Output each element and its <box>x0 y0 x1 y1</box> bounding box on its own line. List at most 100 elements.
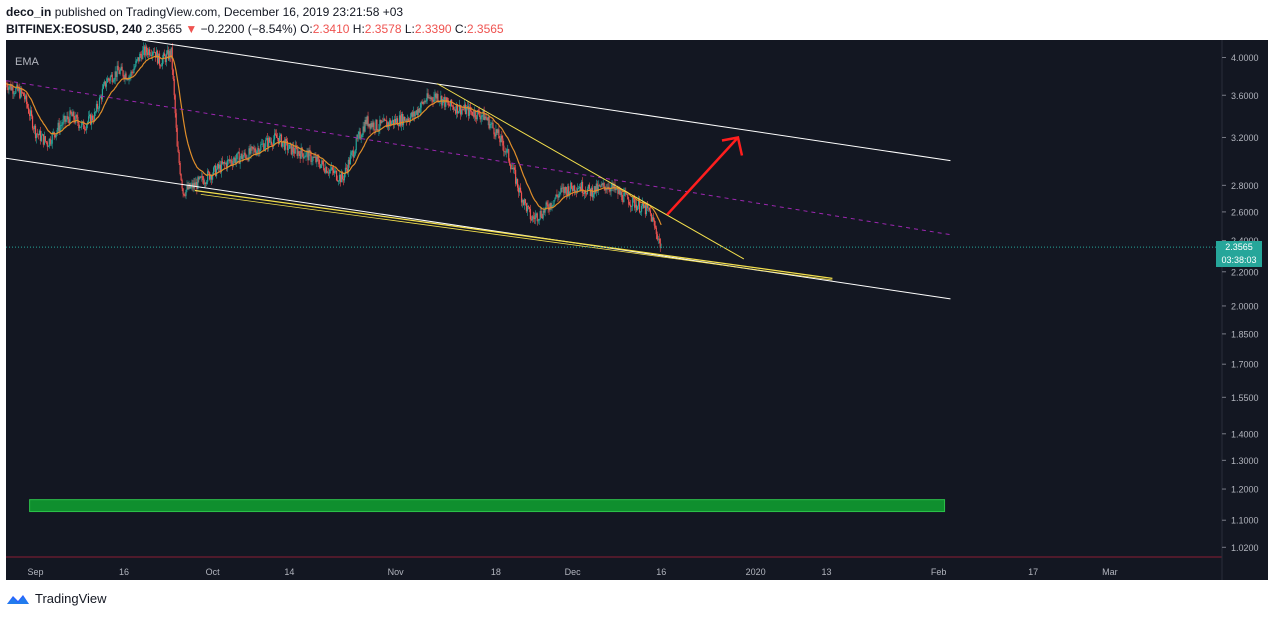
candle-body <box>183 193 185 196</box>
header: deco_in published on TradingView.com, De… <box>0 0 1274 40</box>
candle-body <box>240 153 242 158</box>
candle-body <box>338 174 341 182</box>
support-zone <box>29 499 946 513</box>
candle-body <box>601 184 603 186</box>
author-name[interactable]: deco_in <box>6 5 52 19</box>
candle-body <box>380 119 382 124</box>
candle-body <box>384 118 386 121</box>
candle-body <box>236 152 238 159</box>
candle-body <box>354 149 356 155</box>
candle-body <box>49 138 51 144</box>
candle-body <box>333 170 336 174</box>
candle-body <box>15 87 17 94</box>
candle-body <box>293 152 295 154</box>
candle-body <box>453 106 455 110</box>
candle-body <box>417 108 419 115</box>
candle-body <box>161 58 164 66</box>
candle-body <box>159 65 162 67</box>
candle-body <box>627 194 629 200</box>
candle-body <box>603 183 605 187</box>
candle-body <box>36 133 39 135</box>
candle-body <box>86 124 88 130</box>
candle-body <box>145 46 147 56</box>
candle-body <box>433 97 435 102</box>
candle-body <box>551 205 553 208</box>
candle-body <box>480 116 482 120</box>
candle-body <box>97 108 100 110</box>
candle-body <box>541 216 543 219</box>
candle-body <box>474 110 476 118</box>
candle-body <box>212 174 214 180</box>
candle-body <box>325 167 327 173</box>
candle-body <box>35 133 38 139</box>
candle-body <box>361 134 363 138</box>
candle-body <box>422 102 424 104</box>
candle-body <box>659 239 661 248</box>
candle-body <box>268 137 270 148</box>
candle-body <box>243 152 245 157</box>
candle-body <box>127 79 129 80</box>
candle-body <box>139 53 141 62</box>
candle-body <box>494 134 496 137</box>
candle-body <box>316 156 318 163</box>
candle-body <box>69 110 71 124</box>
candle-body <box>487 116 489 121</box>
candle-body <box>78 122 80 129</box>
ema-line <box>6 55 662 226</box>
candle-body <box>235 158 237 164</box>
candle-body <box>456 104 459 114</box>
candle-body <box>595 183 597 193</box>
candle-body <box>633 196 635 200</box>
candle-body <box>511 168 513 170</box>
candle-body <box>599 185 601 187</box>
candle-body <box>51 133 53 144</box>
candle-body <box>538 218 540 221</box>
candle-body <box>392 119 394 123</box>
candle-body <box>570 182 572 192</box>
candle-body <box>46 142 48 147</box>
candle-body <box>497 129 499 133</box>
candle-body <box>152 51 155 53</box>
candle-body <box>612 183 614 189</box>
candle-body <box>589 188 591 196</box>
price-chart[interactable]: 4.0000 3.6000 3.2000 2.8000 2.6000 2.4000 2.20… <box>6 40 1268 580</box>
y-tick-label: 1.1000 <box>1231 516 1259 526</box>
candle-body <box>598 185 600 186</box>
candle-body <box>177 146 179 153</box>
candle-body <box>412 111 414 117</box>
candle-body <box>418 108 420 113</box>
candle-body <box>111 74 113 83</box>
candle-body <box>518 187 521 193</box>
candle-body <box>148 49 150 55</box>
candle-body <box>549 203 551 211</box>
y-tick-label: 4.0000 <box>1231 53 1259 63</box>
candle-body <box>261 143 263 145</box>
candle-body <box>33 125 36 130</box>
candle-body <box>274 133 277 135</box>
candle-body <box>462 109 465 111</box>
candle-body <box>299 153 301 159</box>
candle-body <box>315 156 317 163</box>
x-tick-label: Feb <box>931 567 947 577</box>
candle-body <box>319 164 321 168</box>
candle-body <box>317 156 319 159</box>
x-tick-label: Mar <box>1102 567 1118 577</box>
candle-body <box>486 118 488 121</box>
candle-body <box>143 46 145 51</box>
candle-body <box>20 88 22 98</box>
candle-body <box>6 83 8 88</box>
candle-body <box>634 199 636 208</box>
chart-area[interactable]: 4.0000 3.6000 3.2000 2.8000 2.6000 2.4000 2.20… <box>6 40 1268 580</box>
tradingview-brand[interactable]: TradingView <box>6 591 107 606</box>
candle-body <box>207 171 209 182</box>
candle-body <box>637 200 640 207</box>
candle-body <box>215 169 218 177</box>
candle-body <box>470 111 472 113</box>
candle-body <box>386 120 388 128</box>
candle-body <box>273 133 276 140</box>
candle-body <box>294 145 296 154</box>
candle-body <box>304 156 306 158</box>
candle-body <box>530 219 532 221</box>
candle-body <box>351 150 353 153</box>
candle-body <box>477 110 479 112</box>
